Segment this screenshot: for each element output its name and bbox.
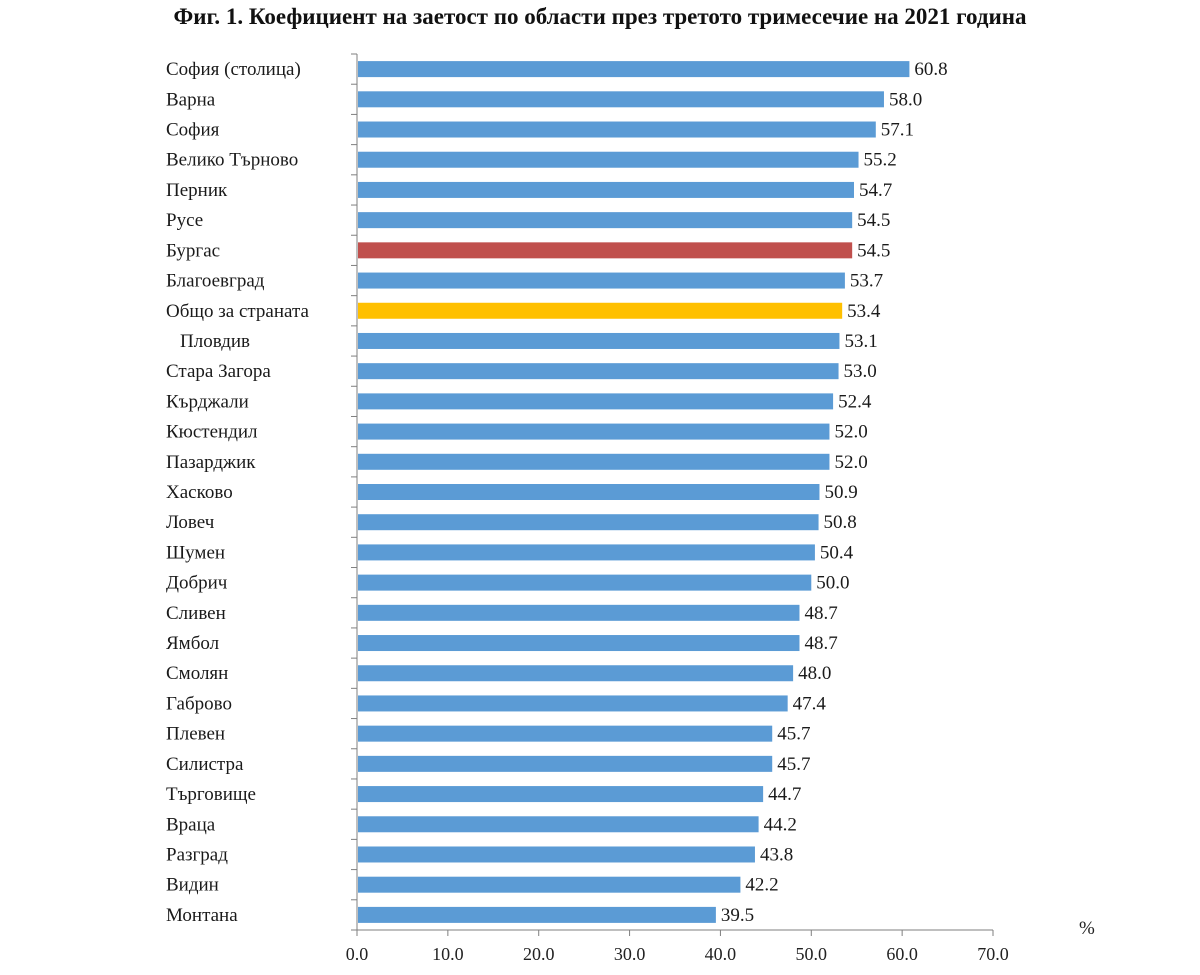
- bar: [358, 272, 845, 289]
- value-label: 43.8: [760, 844, 793, 865]
- bar: [358, 786, 764, 803]
- value-label: 55.2: [864, 150, 897, 171]
- bar: [358, 544, 815, 561]
- bar: [358, 695, 788, 712]
- category-label: Търговище: [166, 784, 256, 805]
- value-label: 50.0: [816, 573, 849, 594]
- chart-title: Фиг. 1. Коефициент на заетост по области…: [173, 4, 1027, 29]
- category-label: Русе: [166, 210, 203, 231]
- value-label: 42.2: [745, 875, 778, 896]
- bar: [358, 665, 794, 682]
- value-label: 50.8: [824, 512, 857, 533]
- value-label: 53.7: [850, 271, 883, 292]
- category-label: Смолян: [166, 663, 228, 684]
- value-label: 39.5: [721, 905, 754, 926]
- bar: [358, 816, 759, 833]
- bar: [358, 423, 830, 440]
- bar: [358, 363, 839, 380]
- x-tick-label: 0.0: [346, 944, 369, 964]
- category-label: Кюстендил: [166, 422, 258, 443]
- value-label: 52.4: [838, 391, 872, 412]
- bar: [358, 453, 830, 470]
- category-label: Стара Загора: [166, 361, 271, 382]
- category-label: Видин: [166, 875, 219, 896]
- value-label: 53.1: [844, 331, 877, 352]
- bar: [358, 181, 854, 198]
- value-label: 45.7: [777, 754, 810, 775]
- value-label: 54.5: [857, 210, 890, 231]
- value-label: 53.4: [847, 301, 881, 322]
- x-tick-label: 30.0: [614, 944, 646, 964]
- category-label: Хасково: [166, 482, 233, 503]
- bar: [358, 484, 820, 500]
- value-label: 52.0: [834, 422, 867, 443]
- value-label: 53.0: [844, 361, 877, 382]
- bar: [358, 604, 800, 621]
- category-label: Сливен: [166, 603, 226, 624]
- category-label: Пловдив: [180, 331, 250, 352]
- value-label: 54.5: [857, 240, 890, 261]
- value-label: 58.0: [889, 89, 922, 110]
- category-label: Разград: [166, 844, 228, 865]
- category-label: Габрово: [166, 693, 232, 714]
- x-tick-label: 40.0: [705, 944, 737, 964]
- value-label: 44.2: [764, 814, 797, 835]
- value-label: 50.4: [820, 542, 854, 563]
- category-label: Ямбол: [166, 633, 220, 654]
- bar: [358, 846, 755, 863]
- value-label: 60.8: [914, 59, 947, 80]
- category-label: Монтана: [166, 905, 238, 926]
- bar: [358, 332, 840, 349]
- bar: [358, 725, 773, 742]
- value-label: 48.0: [798, 663, 831, 684]
- bar: [358, 755, 773, 772]
- value-label: 44.7: [768, 784, 801, 805]
- category-label: Велико Търново: [166, 150, 298, 171]
- category-label: Перник: [166, 180, 228, 201]
- category-label: Враца: [166, 814, 216, 835]
- x-tick-label: 60.0: [886, 944, 918, 964]
- x-tick-label: 70.0: [977, 944, 1009, 964]
- bar: [358, 302, 843, 319]
- bar: [358, 635, 800, 652]
- bar: [358, 393, 834, 410]
- unit-label: %: [1079, 918, 1095, 939]
- bar: [358, 242, 853, 259]
- bar: [358, 61, 910, 78]
- value-label: 54.7: [859, 180, 892, 201]
- category-label: Пазарджик: [166, 452, 256, 473]
- category-label: Общо за страната: [166, 301, 310, 322]
- category-label: Шумен: [166, 542, 225, 563]
- bar: [358, 91, 884, 108]
- category-label: Кърджали: [166, 391, 249, 412]
- x-tick-label: 10.0: [432, 944, 464, 964]
- value-label: 52.0: [834, 452, 867, 473]
- category-label: Силистра: [166, 754, 244, 775]
- category-label: Плевен: [166, 724, 225, 745]
- x-tick-label: 50.0: [796, 944, 828, 964]
- bar: [358, 212, 853, 229]
- bar: [358, 121, 876, 138]
- category-label: Благоевград: [166, 271, 265, 292]
- bar: [358, 514, 819, 531]
- category-label: Бургас: [166, 240, 220, 261]
- category-label: Ловеч: [166, 512, 215, 533]
- category-label: София (столица): [166, 59, 301, 80]
- bar: [358, 876, 741, 893]
- value-label: 50.9: [824, 482, 857, 503]
- value-label: 48.7: [804, 633, 837, 654]
- x-tick-label: 20.0: [523, 944, 555, 964]
- category-label: София: [166, 120, 220, 141]
- bar: [358, 574, 812, 591]
- bar: [358, 151, 859, 168]
- category-label: Варна: [166, 89, 216, 110]
- value-label: 57.1: [881, 120, 914, 141]
- value-label: 47.4: [793, 693, 827, 714]
- value-label: 45.7: [777, 724, 810, 745]
- value-label: 48.7: [804, 603, 837, 624]
- bar: [358, 906, 716, 923]
- category-label: Добрич: [166, 573, 228, 594]
